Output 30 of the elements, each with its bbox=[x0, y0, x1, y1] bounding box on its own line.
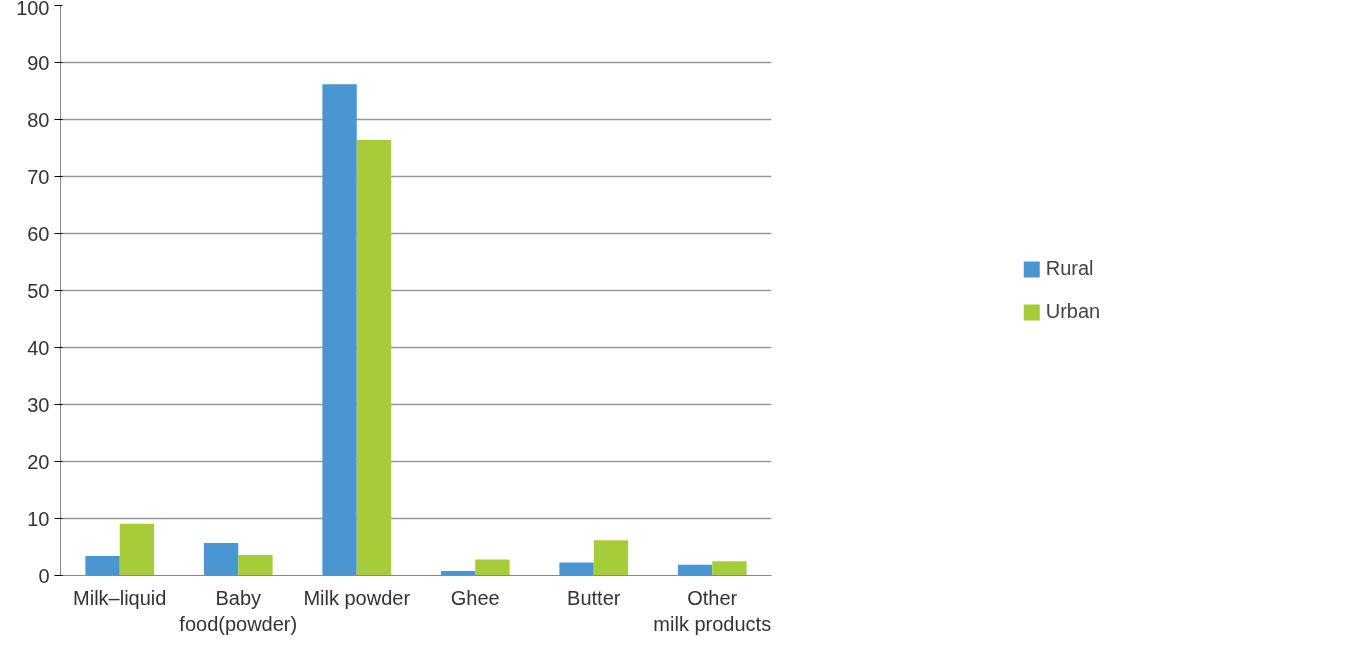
x-tick-label: Milk–liquid bbox=[73, 586, 167, 609]
x-tick-label: Baby food(powder) bbox=[179, 586, 298, 635]
y-tick-label: 20 bbox=[27, 450, 50, 473]
bar bbox=[238, 554, 273, 576]
y-tick-label: 70 bbox=[27, 165, 50, 188]
y-tick-label: 100 bbox=[16, 0, 50, 19]
bar bbox=[712, 561, 747, 576]
y-tick-label: 60 bbox=[27, 222, 50, 245]
bar bbox=[356, 140, 392, 576]
bar bbox=[475, 559, 510, 576]
bar bbox=[593, 540, 629, 576]
y-tick-label: 50 bbox=[27, 279, 50, 302]
bar bbox=[119, 523, 155, 576]
y-tick-label: 80 bbox=[27, 108, 50, 131]
y-tick-label: 30 bbox=[27, 393, 50, 416]
bar bbox=[85, 556, 120, 576]
y-tick-label: 90 bbox=[27, 51, 50, 74]
x-tick-label: Butter bbox=[567, 586, 621, 609]
legend-label: Urban bbox=[1045, 300, 1101, 323]
y-tick-label: 40 bbox=[27, 336, 50, 359]
x-tick-label: Ghee bbox=[450, 586, 500, 609]
x-tick-label: Milk powder bbox=[303, 586, 411, 609]
y-tick-label: 10 bbox=[27, 507, 50, 530]
x-tick-label: Other milk products bbox=[653, 586, 772, 635]
bar bbox=[677, 564, 713, 576]
legend-label: Rural bbox=[1045, 257, 1094, 280]
bar bbox=[559, 562, 594, 576]
bar bbox=[203, 543, 239, 576]
bar bbox=[322, 84, 357, 576]
y-tick-label: 0 bbox=[38, 564, 50, 587]
